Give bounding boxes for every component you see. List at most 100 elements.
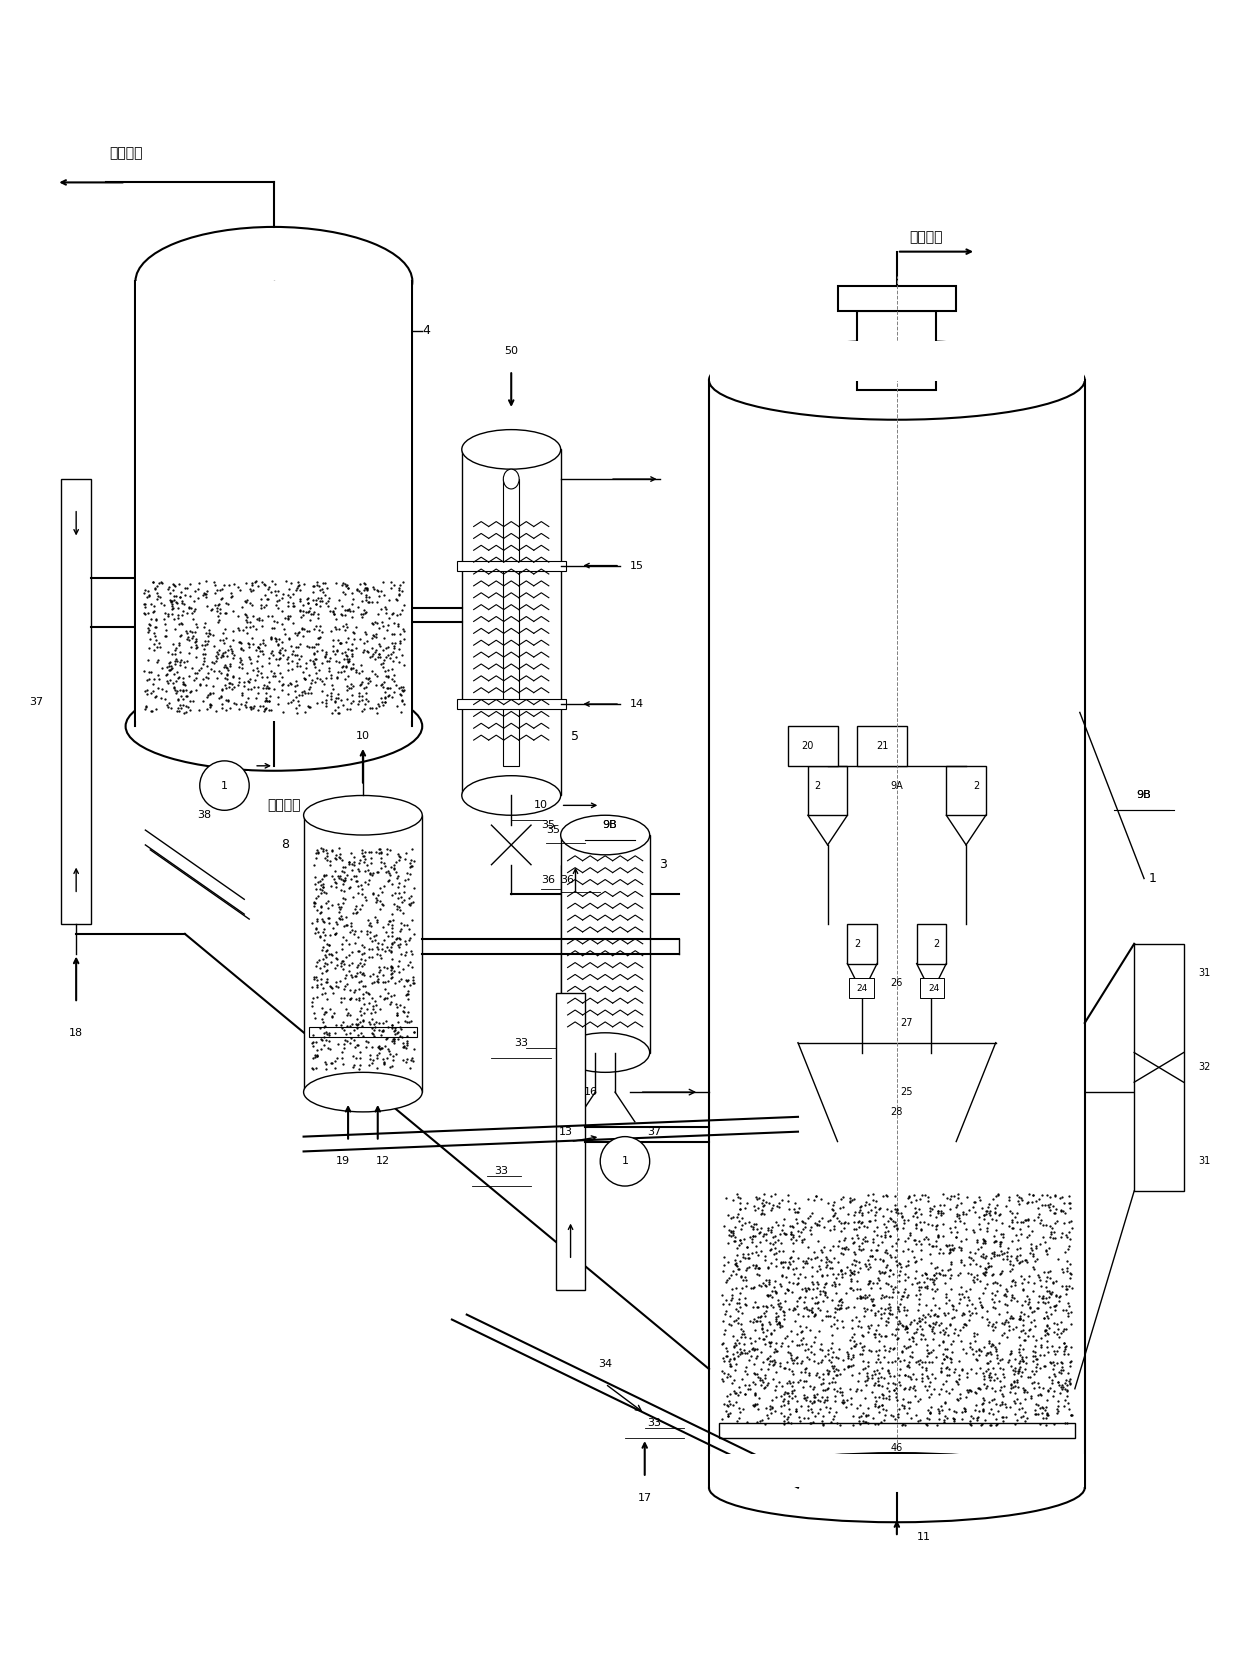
Point xyxy=(398,966,418,993)
Point xyxy=(802,1298,822,1325)
Point xyxy=(764,1273,784,1300)
Point xyxy=(720,1218,740,1245)
Point xyxy=(314,878,334,905)
Point xyxy=(401,1047,420,1074)
Point xyxy=(149,630,169,657)
Point xyxy=(968,1342,988,1368)
Point xyxy=(986,1198,1006,1224)
Point xyxy=(1056,1275,1076,1301)
Point xyxy=(991,1377,1011,1404)
Point xyxy=(1032,1400,1052,1427)
Point xyxy=(782,1377,802,1404)
Point xyxy=(723,1203,743,1229)
Point xyxy=(160,657,180,683)
Point xyxy=(1023,1243,1043,1270)
Point xyxy=(362,610,382,636)
Point xyxy=(1049,1368,1069,1395)
Point xyxy=(864,1357,884,1384)
Point xyxy=(219,670,239,697)
Point xyxy=(138,578,157,605)
Point xyxy=(1032,1273,1052,1300)
Point xyxy=(862,1243,882,1270)
Point xyxy=(321,672,341,698)
Point xyxy=(832,1379,852,1405)
Point xyxy=(358,1008,378,1035)
Point xyxy=(878,1295,898,1322)
Point xyxy=(906,1402,926,1429)
Point xyxy=(719,1350,739,1377)
Point xyxy=(140,625,160,652)
Point xyxy=(1060,1353,1080,1380)
Point xyxy=(366,623,386,650)
Point xyxy=(312,908,332,935)
Point xyxy=(1007,1288,1027,1315)
Point xyxy=(1025,1333,1045,1360)
Point xyxy=(766,1312,786,1338)
Point xyxy=(895,1193,915,1219)
Point xyxy=(324,601,343,628)
Point xyxy=(371,643,391,670)
Point xyxy=(894,1394,914,1420)
Point xyxy=(319,910,339,936)
Point xyxy=(1019,1317,1039,1343)
Point xyxy=(999,1340,1019,1367)
Point xyxy=(243,657,263,683)
Point xyxy=(724,1332,744,1358)
Bar xyxy=(289,479,324,529)
Point xyxy=(329,700,348,727)
Point xyxy=(389,968,409,995)
Point xyxy=(863,1365,883,1392)
Point xyxy=(890,1290,910,1317)
Point xyxy=(241,575,260,601)
Point xyxy=(324,633,343,660)
Point xyxy=(812,1306,832,1333)
Point xyxy=(940,1238,960,1265)
Point xyxy=(780,1245,800,1271)
Point xyxy=(327,638,347,665)
Point xyxy=(782,1248,802,1275)
Point xyxy=(382,901,402,928)
Point xyxy=(728,1305,748,1332)
Point xyxy=(735,1209,755,1236)
Point xyxy=(991,1392,1011,1419)
Point xyxy=(403,970,423,997)
Point xyxy=(999,1347,1019,1373)
Ellipse shape xyxy=(135,226,413,335)
Point xyxy=(305,1042,325,1069)
Point xyxy=(396,839,415,866)
Point xyxy=(1022,1236,1042,1263)
Point xyxy=(745,1337,765,1363)
Point xyxy=(756,1293,776,1320)
Point xyxy=(1027,1347,1047,1373)
Point xyxy=(315,844,335,871)
Point xyxy=(329,698,348,725)
Point xyxy=(782,1296,802,1323)
Point xyxy=(381,645,401,672)
Point xyxy=(167,658,187,685)
Point xyxy=(766,1338,786,1365)
Point xyxy=(316,692,336,719)
Point xyxy=(873,1248,893,1275)
Point xyxy=(742,1330,761,1357)
Point xyxy=(203,673,223,700)
Point xyxy=(384,668,404,695)
Point xyxy=(195,580,215,606)
Point xyxy=(861,1286,880,1313)
Point xyxy=(308,966,327,993)
Point xyxy=(844,1228,864,1255)
Point xyxy=(723,1218,743,1245)
Point xyxy=(317,1020,337,1047)
Point xyxy=(223,663,243,690)
Point xyxy=(314,861,334,888)
Point xyxy=(973,1397,993,1424)
Point xyxy=(883,1402,903,1429)
Point xyxy=(1039,1363,1059,1390)
Point xyxy=(358,936,378,963)
Point xyxy=(1008,1357,1028,1384)
Point xyxy=(847,1285,867,1312)
Point xyxy=(303,601,322,628)
Point xyxy=(252,613,272,640)
Point xyxy=(377,616,397,643)
Point xyxy=(849,1208,869,1234)
Point xyxy=(766,1300,786,1327)
